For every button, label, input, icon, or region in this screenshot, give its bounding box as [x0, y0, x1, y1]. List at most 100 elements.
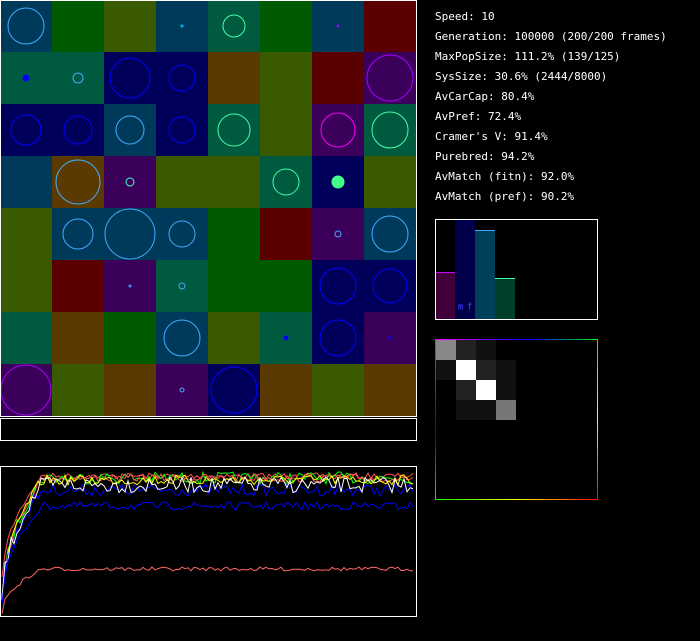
cell	[364, 364, 416, 416]
cell	[52, 52, 104, 104]
cell	[156, 0, 208, 52]
cell	[0, 156, 52, 208]
cell	[364, 156, 416, 208]
cell	[0, 260, 52, 312]
cell	[312, 364, 364, 416]
cell	[52, 364, 104, 416]
heat-cell	[456, 360, 476, 380]
cell	[364, 0, 416, 52]
cell	[260, 52, 312, 104]
heat-cell	[436, 400, 456, 420]
hist-label: f	[467, 303, 472, 313]
cell	[208, 208, 260, 260]
history-line	[2, 484, 413, 603]
heatmap	[436, 340, 516, 420]
cell	[260, 208, 312, 260]
cell	[156, 208, 208, 260]
cell	[52, 0, 104, 52]
cell	[364, 260, 416, 312]
cell	[104, 312, 156, 364]
cell	[208, 260, 260, 312]
world-grid	[0, 0, 416, 416]
cell	[52, 156, 104, 208]
cell	[0, 104, 52, 156]
cell	[364, 312, 416, 364]
stat-line: AvMatch (fitn): 92.0%	[435, 170, 574, 183]
cell	[156, 156, 208, 208]
agent	[284, 336, 288, 340]
heat-cell	[496, 360, 516, 380]
cell	[208, 156, 260, 208]
history-line	[2, 502, 413, 604]
hist-bar	[495, 278, 515, 319]
cell	[156, 104, 208, 156]
heat-cell	[436, 360, 456, 380]
cell	[156, 260, 208, 312]
cell	[208, 52, 260, 104]
stat-line: Speed: 10	[435, 10, 495, 23]
cell	[208, 364, 260, 416]
cell	[52, 260, 104, 312]
cell	[260, 364, 312, 416]
cell	[208, 0, 260, 52]
stat-line: AvPref: 72.4%	[435, 110, 521, 123]
stat-line: Generation: 100000 (200/200 frames)	[435, 30, 667, 43]
history-chart	[2, 472, 413, 614]
histogram: m f	[435, 219, 598, 320]
agent	[332, 176, 344, 188]
hist-bar	[475, 230, 495, 319]
heat-cell	[476, 380, 496, 400]
stat-line: SysSize: 30.6% (2444/8000)	[435, 70, 607, 83]
cell	[104, 364, 156, 416]
heat-cell	[496, 380, 516, 400]
heat-cell	[496, 400, 516, 420]
heat-cell	[476, 340, 496, 360]
agent	[23, 75, 29, 81]
heat-cell	[456, 400, 476, 420]
cell	[312, 104, 364, 156]
cell	[260, 260, 312, 312]
stat-line: Purebred: 94.2%	[435, 150, 535, 163]
history-line	[2, 477, 413, 599]
cell	[0, 312, 52, 364]
stat-line: AvCarCap: 80.4%	[435, 90, 535, 103]
cell	[104, 0, 156, 52]
cell	[0, 364, 52, 416]
cell	[104, 260, 156, 312]
heat-cell	[496, 340, 516, 360]
cell	[104, 156, 156, 208]
cell	[52, 208, 104, 260]
cell	[260, 104, 312, 156]
cell	[156, 52, 208, 104]
heat-cell	[436, 340, 456, 360]
heat-cell	[476, 400, 496, 420]
cell	[208, 312, 260, 364]
stats-panel: Speed: 10 Generation: 100000 (200/200 fra…	[435, 10, 667, 203]
stat-line: MaxPopSize: 111.2% (139/125)	[435, 50, 620, 63]
heat-cell	[456, 340, 476, 360]
hist-label: m	[458, 303, 463, 313]
cell	[104, 52, 156, 104]
cell	[208, 104, 260, 156]
cell	[312, 208, 364, 260]
stat-line: Cramer's V: 91.4%	[435, 130, 548, 143]
cell	[156, 364, 208, 416]
history-line	[2, 475, 413, 600]
cell	[0, 208, 52, 260]
progress-bar	[1, 419, 417, 441]
cell	[312, 52, 364, 104]
heat-cell	[456, 380, 476, 400]
cell	[52, 104, 104, 156]
cell	[364, 52, 416, 104]
cell	[260, 0, 312, 52]
cell	[104, 208, 156, 260]
cell	[260, 156, 312, 208]
cell	[52, 312, 104, 364]
cell	[104, 104, 156, 156]
heat-cell	[476, 360, 496, 380]
history-line	[2, 567, 413, 614]
hist-bar	[435, 272, 455, 319]
cell	[312, 0, 364, 52]
